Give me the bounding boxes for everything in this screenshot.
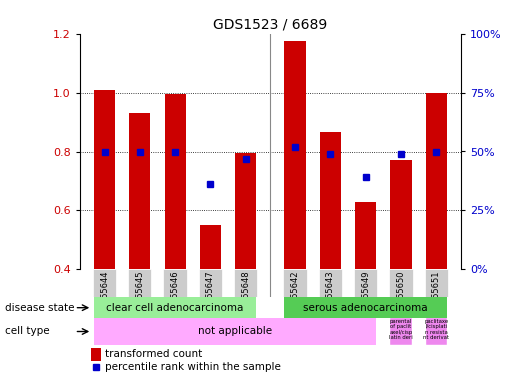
Text: GSM65646: GSM65646 [170, 270, 180, 316]
Text: GSM65650: GSM65650 [397, 270, 405, 316]
Bar [93, 269, 116, 297]
Bar [94, 318, 376, 345]
Bar [199, 269, 222, 297]
Bar [283, 269, 307, 297]
Text: GSM65642: GSM65642 [290, 270, 300, 316]
Text: GSM65647: GSM65647 [206, 270, 215, 316]
Text: GSM65645: GSM65645 [135, 270, 144, 316]
Bar [320, 132, 341, 269]
Bar [355, 201, 376, 269]
Text: GSM65651: GSM65651 [432, 270, 441, 316]
Text: not applicable: not applicable [198, 327, 272, 336]
Bar [235, 153, 256, 269]
Bar [94, 90, 115, 269]
Text: GSM65644: GSM65644 [100, 270, 109, 316]
Text: disease state: disease state [5, 303, 75, 313]
Text: parental
of paclit
axel/cisp
latin deri: parental of paclit axel/cisp latin deri [389, 319, 413, 340]
Bar [91, 348, 101, 361]
Text: GSM65649: GSM65649 [361, 270, 370, 316]
Text: percentile rank within the sample: percentile rank within the sample [105, 362, 281, 372]
Text: transformed count: transformed count [105, 349, 202, 359]
Text: GSM65648: GSM65648 [241, 270, 250, 316]
Bar [425, 318, 447, 345]
Text: clear cell adenocarcinoma: clear cell adenocarcinoma [107, 303, 244, 313]
Bar [390, 318, 411, 345]
Bar [129, 113, 150, 269]
Text: serous adenocarcinoma: serous adenocarcinoma [303, 303, 428, 313]
Bar [163, 269, 187, 297]
Bar [200, 225, 221, 269]
Title: GDS1523 / 6689: GDS1523 / 6689 [213, 17, 328, 31]
Bar [94, 297, 256, 318]
Text: paclitaxe
l/cisplati
n resista
nt derivat: paclitaxe l/cisplati n resista nt deriva… [423, 319, 449, 340]
Bar [389, 269, 413, 297]
Bar [390, 160, 411, 269]
Bar [425, 93, 447, 269]
Bar [234, 269, 258, 297]
Bar [319, 269, 342, 297]
Bar [164, 94, 186, 269]
Bar [354, 269, 377, 297]
Bar [424, 269, 448, 297]
Text: GSM65643: GSM65643 [326, 270, 335, 316]
Bar [284, 41, 306, 269]
Bar [128, 269, 151, 297]
Text: cell type: cell type [5, 327, 50, 336]
Bar [284, 297, 447, 318]
